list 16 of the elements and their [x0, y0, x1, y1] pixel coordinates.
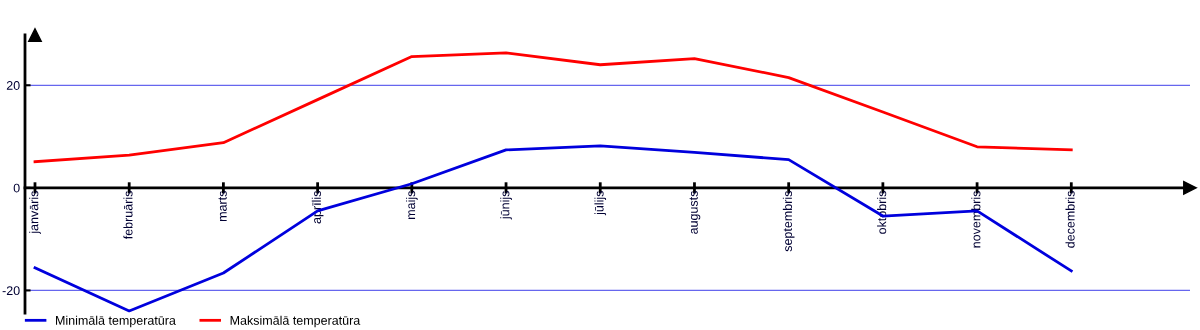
x-tick-label: maijs — [406, 191, 418, 219]
y-tick-label: -20 — [2, 286, 20, 296]
y-tick-label: 20 — [6, 81, 20, 90]
x-tick-label: jūlijs — [594, 191, 607, 216]
x-tick-label: februāris — [123, 191, 133, 240]
x-tick-label: jūnijs — [500, 191, 512, 220]
x-tick-label: novembris — [971, 191, 981, 248]
x-tick-label: septembris — [782, 191, 795, 252]
series-label: Minimālā temperatūra — [56, 315, 176, 328]
y-tick-label: 0 — [13, 183, 20, 193]
x-tick-label: decembris — [1065, 191, 1075, 248]
x-tick-label: janvāris — [29, 191, 41, 234]
x-tick-label: augusts — [689, 191, 701, 234]
x-tick-label: marts — [218, 191, 227, 222]
line-series — [33, 51, 1073, 164]
legend-label: Maksimālā temperatūra — [230, 315, 361, 328]
